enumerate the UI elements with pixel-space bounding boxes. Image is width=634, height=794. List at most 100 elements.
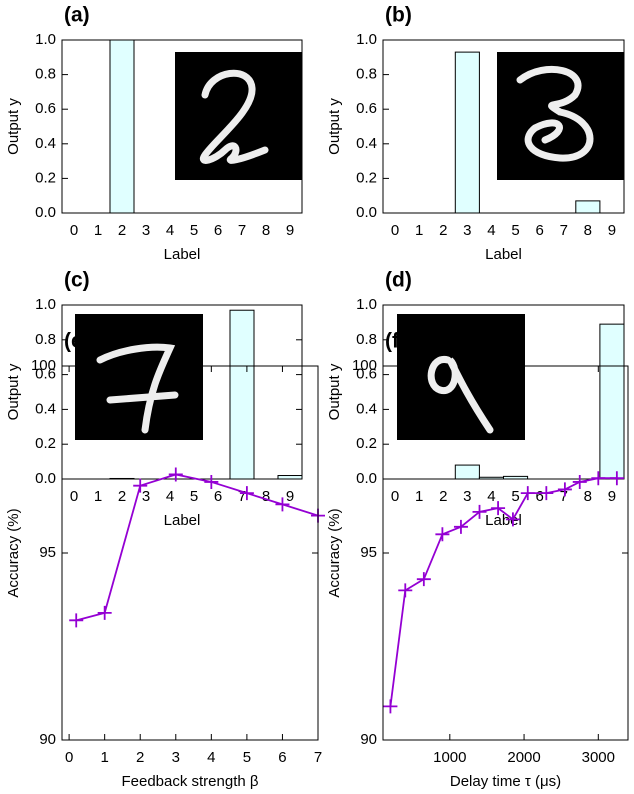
bar	[230, 310, 254, 479]
y-axis-label: Output y	[326, 98, 343, 155]
panel-title: (a)	[64, 4, 90, 27]
inset-digit-7	[75, 314, 203, 440]
x-tick-label: 5	[243, 749, 251, 766]
x-tick-label: 9	[286, 222, 294, 239]
x-tick-label: 6	[278, 749, 286, 766]
y-tick-label: 0.8	[35, 66, 56, 83]
x-tick-label: 2000	[507, 749, 540, 766]
x-tick-label: 3	[463, 488, 471, 505]
y-tick-label: 1.0	[356, 31, 377, 48]
x-tick-label: 3	[172, 749, 180, 766]
bar	[110, 40, 134, 213]
x-tick-label: 0	[65, 749, 73, 766]
x-axis-label: Feedback strength β	[121, 773, 258, 790]
x-tick-label: 3	[142, 488, 150, 505]
x-axis-label: Label	[164, 512, 201, 529]
x-tick-label: 1000	[433, 749, 466, 766]
x-tick-label: 9	[608, 222, 616, 239]
x-tick-label: 5	[511, 222, 519, 239]
point-marker	[98, 606, 112, 620]
inset-digit-9	[397, 314, 525, 440]
bar	[455, 465, 479, 479]
y-tick-label: 0.8	[356, 331, 377, 348]
y-tick-label: 1.0	[356, 296, 377, 313]
x-tick-label: 0	[391, 488, 399, 505]
x-tick-label: 3000	[582, 749, 615, 766]
y-tick-label: 90	[39, 731, 56, 748]
panel-title: (c)	[64, 269, 90, 292]
x-tick-label: 2	[118, 222, 126, 239]
x-tick-label: 1	[94, 488, 102, 505]
x-tick-label: 5	[190, 222, 198, 239]
y-tick-label: 0.4	[356, 135, 377, 152]
x-tick-label: 5	[511, 488, 519, 505]
y-tick-label: 0.8	[356, 66, 377, 83]
data-line	[390, 478, 616, 706]
x-tick-label: 5	[190, 488, 198, 505]
x-tick-label: 2	[439, 488, 447, 505]
x-axis-label: Delay time τ (μs)	[450, 773, 561, 790]
bar	[576, 201, 600, 213]
y-axis-label: Output y	[326, 363, 343, 420]
x-axis-label: Label	[164, 246, 201, 263]
y-tick-label: 100	[31, 357, 56, 374]
y-tick-label: 90	[360, 731, 377, 748]
y-tick-label: 100	[352, 357, 377, 374]
x-tick-label: 8	[262, 488, 270, 505]
x-tick-label: 8	[262, 222, 270, 239]
bar	[455, 52, 479, 213]
x-axis-label: Label	[485, 246, 522, 263]
y-tick-label: 0.0	[356, 204, 377, 221]
x-tick-label: 9	[608, 488, 616, 505]
point-marker	[69, 613, 83, 627]
y-tick-label: 0.0	[356, 470, 377, 487]
y-tick-label: 0.2	[35, 435, 56, 452]
x-tick-label: 0	[391, 222, 399, 239]
y-tick-label: 0.0	[35, 204, 56, 221]
y-tick-label: 0.2	[356, 169, 377, 186]
x-tick-label: 6	[214, 222, 222, 239]
y-tick-label: 95	[360, 544, 377, 561]
inset-digit-2	[175, 52, 302, 180]
y-tick-label: 0.8	[35, 331, 56, 348]
x-tick-label: 1	[415, 222, 423, 239]
x-tick-label: 8	[584, 488, 592, 505]
x-tick-label: 6	[214, 488, 222, 505]
y-tick-label: 0.6	[35, 100, 56, 117]
panel-title: (b)	[385, 4, 412, 27]
point-marker	[573, 475, 587, 489]
x-tick-label: 9	[286, 488, 294, 505]
x-tick-label: 0	[70, 488, 78, 505]
x-tick-label: 6	[535, 488, 543, 505]
y-tick-label: 0.2	[356, 435, 377, 452]
y-tick-label: 0.0	[35, 470, 56, 487]
y-tick-label: 0.2	[35, 169, 56, 186]
x-tick-label: 4	[487, 488, 495, 505]
x-tick-label: 2	[136, 749, 144, 766]
y-axis-label: Output y	[5, 98, 22, 155]
x-tick-label: 2	[439, 222, 447, 239]
y-tick-label: 0.4	[35, 135, 56, 152]
x-tick-label: 7	[238, 222, 246, 239]
panel-title: (d)	[385, 269, 412, 292]
point-marker	[204, 475, 218, 489]
x-tick-label: 0	[70, 222, 78, 239]
point-marker	[383, 699, 397, 713]
bar	[600, 324, 624, 479]
x-tick-label: 6	[535, 222, 543, 239]
x-tick-label: 8	[584, 222, 592, 239]
x-tick-label: 4	[487, 222, 495, 239]
x-tick-label: 1	[94, 222, 102, 239]
x-tick-label: 1	[100, 749, 108, 766]
y-axis-label: Accuracy (%)	[5, 508, 22, 597]
point-marker	[398, 583, 412, 597]
x-tick-label: 4	[166, 222, 174, 239]
x-tick-label: 1	[415, 488, 423, 505]
figure: (a)Output yLabel0.00.20.40.60.81.0012345…	[0, 0, 634, 794]
y-tick-label: 0.6	[356, 100, 377, 117]
y-tick-label: 1.0	[35, 296, 56, 313]
y-axis-label: Output y	[5, 363, 22, 420]
y-tick-label: 0.4	[356, 400, 377, 417]
y-axis-label: Accuracy (%)	[326, 508, 343, 597]
y-tick-label: 95	[39, 544, 56, 561]
